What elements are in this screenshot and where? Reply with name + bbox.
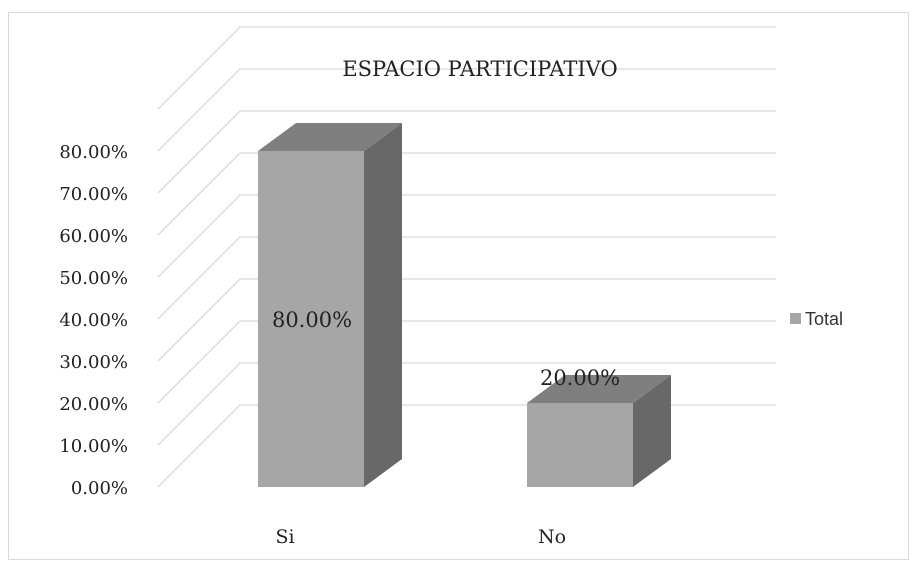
gridline (157, 320, 776, 404)
gridline (157, 26, 776, 110)
data-label: 20.00% (540, 366, 620, 390)
y-tick-label: 80.00% (59, 142, 128, 163)
chart-frame (8, 12, 909, 560)
x-tick-no: No (538, 526, 566, 548)
y-tick-label: 70.00% (59, 184, 128, 205)
gridline (157, 110, 776, 194)
y-tick-label: 40.00% (59, 310, 128, 331)
legend-swatch (790, 313, 801, 324)
y-tick-label: 20.00% (59, 394, 128, 415)
x-tick-si: Si (275, 526, 294, 548)
bar-top (258, 123, 402, 151)
bar-si (258, 123, 402, 487)
gridline (157, 278, 776, 362)
bar-no (527, 375, 671, 487)
y-tick-label: 50.00% (59, 268, 128, 289)
bars: 80.00% 20.00% (258, 123, 671, 487)
y-axis-ticks: 0.00% 10.00% 20.00% 30.00% 40.00% 50.00% 60.00… (59, 142, 128, 499)
gridline (157, 236, 776, 320)
y-tick-label: 30.00% (59, 352, 128, 373)
y-tick-label: 10.00% (59, 436, 128, 457)
data-label: 80.00% (272, 308, 352, 332)
y-tick-label: 0.00% (71, 478, 128, 499)
legend: Total (790, 309, 843, 329)
bar-top (527, 375, 671, 403)
gridline (157, 404, 776, 488)
bar-side (364, 123, 402, 487)
gridline (157, 194, 776, 278)
gridline (157, 152, 776, 236)
gridline (157, 362, 776, 446)
bar-side (633, 375, 671, 487)
y-tick-label: 60.00% (59, 226, 128, 247)
gridlines (157, 26, 776, 488)
legend-label: Total (805, 309, 843, 329)
bar-front (527, 403, 633, 487)
bar-front (258, 151, 364, 487)
gridline (157, 68, 776, 152)
chart-title: ESPACIO PARTICIPATIVO (342, 57, 617, 81)
